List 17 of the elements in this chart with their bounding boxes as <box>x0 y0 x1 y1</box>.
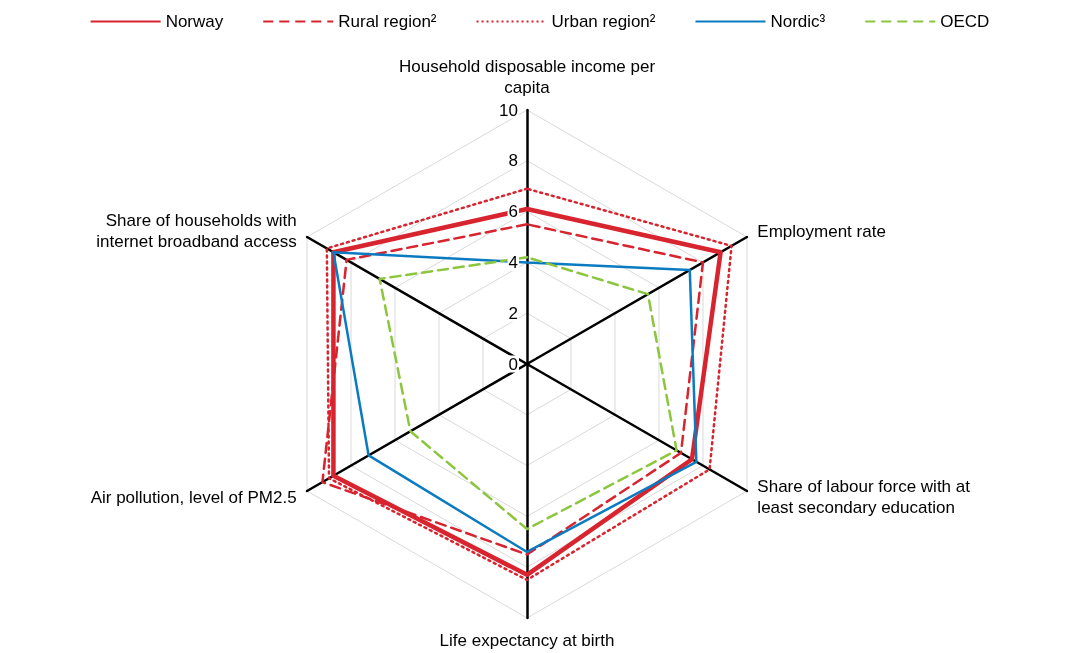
legend-label: OECD <box>940 12 990 31</box>
y-tick-label: 4 <box>508 252 518 272</box>
spoke-label: Share of households with internet broadband access <box>96 211 297 251</box>
legend-label: Nordic³ <box>770 12 826 31</box>
y-tick-label: 10 <box>499 100 518 120</box>
legend-label: Norway <box>165 12 224 31</box>
y-tick-label: 6 <box>508 202 518 222</box>
spoke-label: Share of labour force with at least secondary education <box>757 477 971 517</box>
spoke-label: Household disposable income per capita <box>398 57 656 97</box>
spoke-label: Air pollution, level of PM2.5 <box>90 487 297 507</box>
y-tick-label: 2 <box>508 303 518 323</box>
y-tick-label: 8 <box>508 151 518 171</box>
legend-label: Rural region² <box>338 12 437 31</box>
legend-label: Urban region² <box>551 12 656 31</box>
spoke-label: Employment rate <box>757 221 886 241</box>
spoke-label: Life expectancy at birth <box>439 631 615 650</box>
y-tick-label: 0 <box>508 354 518 374</box>
